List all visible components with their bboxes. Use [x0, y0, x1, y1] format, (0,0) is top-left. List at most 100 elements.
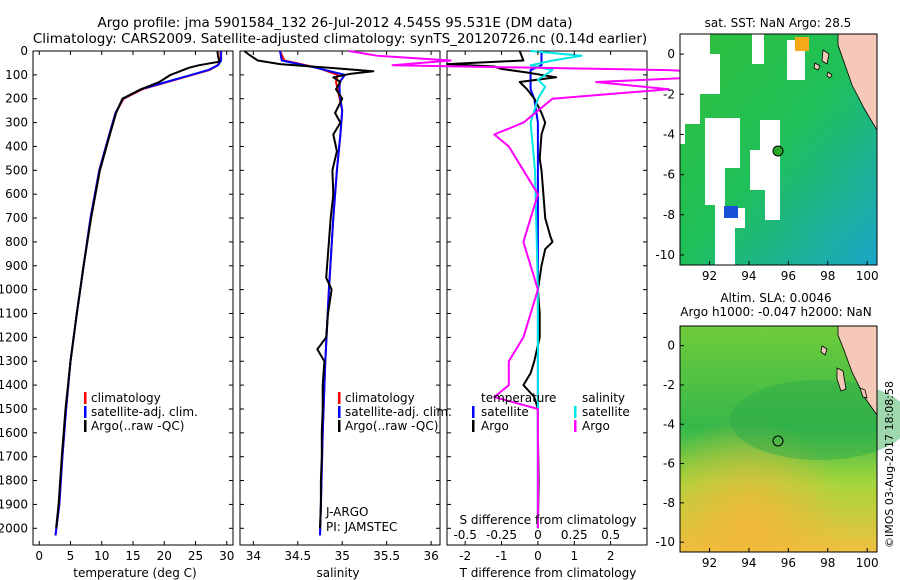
diff-legend-sal-argo-label: Argo — [582, 419, 610, 433]
depth-tick-label: 1400 — [0, 378, 28, 392]
salinity-x-ticks: 34 34.5 35 35.5 36 — [246, 51, 439, 563]
tdiff-satellite-line — [529, 51, 543, 529]
s-diff-ticks: -0.5 -0.25 0 0.25 0.5 — [453, 528, 620, 542]
salinity-plot-frame — [239, 50, 441, 546]
x-tick-label: -1 — [496, 549, 508, 563]
legend-climatology-swatch — [84, 392, 87, 404]
map-x-tick-label: 100 — [856, 556, 879, 570]
sla-map-argo-marker — [772, 435, 784, 447]
difference-series — [348, 50, 758, 529]
sst-map-warm-patch — [795, 37, 809, 51]
depth-tick-label: 1100 — [0, 307, 28, 321]
s-diff-tick-label: 0.5 — [601, 528, 620, 542]
map-x-tick-label: 98 — [820, 269, 835, 283]
s-diff-xlabel: S difference from climatology — [460, 513, 637, 527]
sal-legend-climatology-label: climatology — [345, 391, 415, 405]
sla-map-ticks: 92 94 96 98 100 0 -2 -4 -6 -8 -10 — [655, 339, 878, 570]
depth-tick-label: 100 — [5, 68, 28, 82]
diff-legend-sal-sat-swatch — [574, 406, 577, 418]
depth-tick-label: 1500 — [0, 402, 28, 416]
sla-map-title-2: Argo h1000: -0.047 h2000: NaN — [680, 305, 872, 319]
x-tick-label: 10 — [94, 549, 109, 563]
sla-map-title-1: Altim. SLA: 0.0046 — [720, 291, 831, 305]
legend-climatology-label: climatology — [91, 391, 161, 405]
legend-satellite-swatch — [84, 406, 87, 418]
map-y-tick-label: -2 — [663, 87, 675, 101]
temperature-plot-frame — [32, 50, 234, 546]
diff-legend-temp-sat-swatch — [472, 406, 475, 418]
depth-tick-label: 1200 — [0, 330, 28, 344]
depth-axis-labels: 0 100 200 300 400 500 600 700 800 900 1000 1100 1200… — [0, 44, 647, 535]
map-y-tick-label: -6 — [663, 457, 675, 471]
temperature-series — [54, 50, 223, 536]
map-y-tick-label: -4 — [663, 417, 675, 431]
t-diff-xlabel: T difference from climatology — [459, 566, 637, 580]
sla-map-green-band — [730, 380, 900, 460]
diff-legend-temperature-title: temperature — [481, 391, 556, 405]
difference-panel: -2 -1 0 1 2 temperature salinity satellite A… — [348, 50, 758, 580]
sal-legend-climatology-swatch — [338, 392, 341, 404]
sdiff-argo-line — [348, 50, 758, 529]
sal-legend-argo-swatch — [338, 420, 341, 432]
sal-satellite-line — [279, 50, 346, 536]
sst-map-cold-patch — [724, 206, 738, 218]
salinity-panel: 34 34.5 35 35.5 36 salinity climatology sate… — [239, 50, 452, 580]
pi-label: PI: JAMSTEC — [326, 520, 397, 534]
sla-map-island — [820, 345, 868, 399]
sst-map-island — [813, 49, 833, 79]
temp-argo-line — [55, 50, 221, 529]
depth-tick-label: 1600 — [0, 426, 28, 440]
x-tick-label: 0 — [534, 549, 542, 563]
depth-tick-label: 300 — [5, 116, 28, 130]
map-x-tick-label: 92 — [702, 269, 717, 283]
depth-tick-label: 1800 — [0, 474, 28, 488]
depth-tick-label: 400 — [5, 139, 28, 153]
map-x-tick-label: 100 — [856, 269, 879, 283]
s-diff-tick-label: 0 — [534, 528, 542, 542]
sal-argo-line — [243, 50, 375, 529]
sal-legend-satellite-swatch — [338, 406, 341, 418]
depth-tick-label: 1000 — [0, 283, 28, 297]
diff-legend-sal-sat-label: satellite — [582, 405, 630, 419]
map-y-tick-label: -2 — [663, 378, 675, 392]
x-tick-label: 34 — [246, 549, 261, 563]
depth-tick-label: 200 — [5, 92, 28, 106]
depth-tick-label: 1700 — [0, 450, 28, 464]
sst-map-missing-data — [680, 34, 805, 265]
diff-legend-sal-argo-swatch — [574, 420, 577, 432]
diff-legend-temp-argo-label: Argo — [481, 419, 509, 433]
depth-tick-label: 900 — [5, 259, 28, 273]
title-line-2: Climatology: CARS2009. Satellite-adjuste… — [33, 31, 647, 47]
sst-map-panel: sat. SST: NaN Argo: 28.5 92 94 96 98 100 0 -2 -… — [655, 16, 878, 283]
x-tick-label: 5 — [67, 549, 75, 563]
map-x-tick-label: 94 — [741, 269, 756, 283]
sst-map-frame — [679, 33, 878, 266]
sal-legend-argo-label: Argo(..raw -QC) — [345, 419, 438, 433]
depth-tick-label: 0 — [20, 44, 28, 58]
sdiff-satellite-line — [529, 50, 583, 529]
legend-argo-swatch — [84, 420, 87, 432]
temperature-panel: 0100200300400500600700800900100011001200… — [0, 44, 647, 580]
map-x-tick-label: 92 — [702, 556, 717, 570]
sst-map-ticks: 92 94 96 98 100 0 -2 -4 -6 -8 -10 — [655, 47, 878, 283]
map-x-tick-label: 96 — [781, 269, 796, 283]
depth-tick-label: 700 — [5, 211, 28, 225]
map-y-tick-label: -6 — [663, 168, 675, 182]
imos-watermark: ©IMOS 03-Aug-2017 18:08:58 — [883, 381, 896, 548]
legend-satellite-label: satellite-adj. clim. — [91, 405, 198, 419]
title-line-1: Argo profile: jma 5901584_132 26-Jul-201… — [98, 15, 573, 31]
sla-map-panel: Altim. SLA: 0.0046 Argo h1000: -0.047 h2… — [655, 291, 900, 570]
s-diff-tick-label: -0.5 — [453, 528, 476, 542]
depth-tick-label: 1900 — [0, 497, 28, 511]
x-tick-label: 25 — [188, 549, 203, 563]
x-tick-label: 30 — [219, 549, 234, 563]
s-diff-tick-label: 0.25 — [561, 528, 588, 542]
sla-map-frame — [679, 325, 878, 553]
sal-legend-satellite-label: satellite-adj. clim. — [345, 405, 452, 419]
x-tick-label: 15 — [125, 549, 140, 563]
salinity-xlabel: salinity — [316, 566, 359, 580]
diff-legend-salinity-title: salinity — [582, 391, 625, 405]
map-y-tick-label: 0 — [667, 47, 675, 61]
map-y-tick-label: -10 — [655, 535, 675, 549]
map-y-tick-label: -4 — [663, 127, 675, 141]
